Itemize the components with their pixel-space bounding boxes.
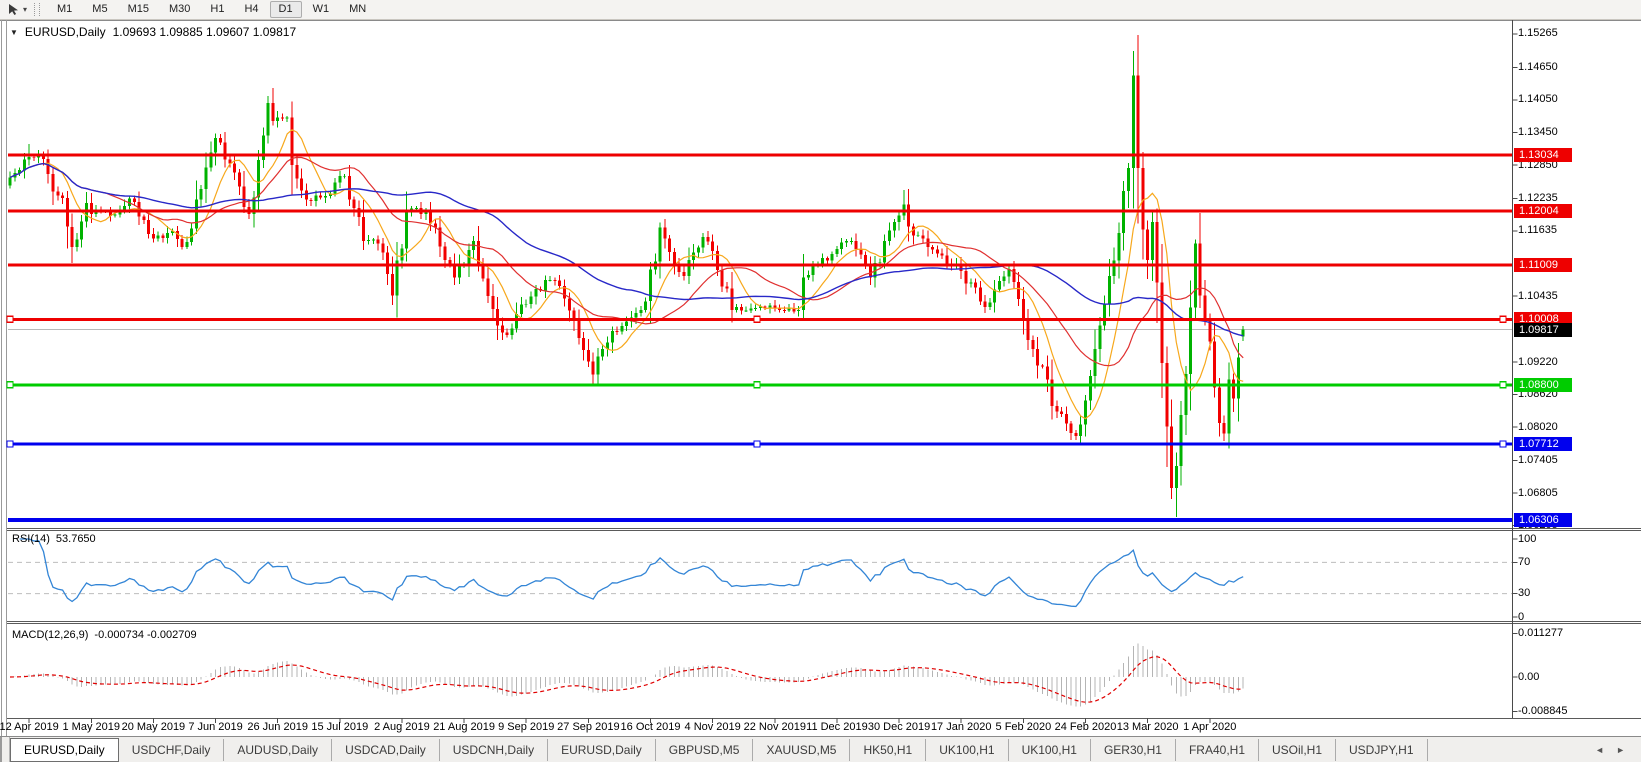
- chart-tabs: EURUSD,Daily USDCHF,Daily AUDUSD,Daily USDC…: [10, 737, 1428, 762]
- chart-tab-usdchf-daily[interactable]: USDCHF,Daily: [119, 738, 225, 761]
- ma-medium-line: [9, 156, 1244, 367]
- chart-tab-hk50-h1[interactable]: HK50,H1: [850, 738, 927, 761]
- timeframe-toolbar: ▾ M1 M5 M15 M30 H1 H4 D1 W1 MN: [0, 0, 1641, 20]
- macd-signal-line: [9, 656, 1244, 703]
- date-axis-ticks: [28, 718, 1211, 723]
- timeframe-button-m15[interactable]: M15: [127, 3, 149, 15]
- chart-tab-ger30-h1[interactable]: GER30,H1: [1091, 738, 1176, 761]
- macd-indicator-values: -0.000734 -0.002709: [94, 629, 197, 641]
- timeframe-button-h1[interactable]: H1: [210, 3, 225, 15]
- chart-window[interactable]: [0, 20, 1641, 736]
- toolbar-dropdown-icon[interactable]: ▾: [23, 5, 28, 14]
- tab-scroll-arrows: ◄ ►: [1579, 745, 1641, 755]
- timeframe-button-m30[interactable]: M30: [168, 3, 191, 15]
- rsi-line: [19, 538, 1244, 608]
- chart-tab-bar: EURUSD,Daily USDCHF,Daily AUDUSD,Daily USDC…: [0, 736, 1641, 762]
- chart-tab-gbpusd-m5[interactable]: GBPUSD,M5: [656, 738, 754, 761]
- chart-tab-usdcad-daily[interactable]: USDCAD,Daily: [332, 738, 440, 761]
- window-left-frame: [1, 20, 7, 736]
- tab-scroll-left-icon[interactable]: ◄: [1595, 744, 1605, 755]
- ma-slow-line: [9, 162, 1244, 337]
- tabbar-grip[interactable]: [0, 737, 10, 762]
- chart-tab-eurusd-daily[interactable]: EURUSD,Daily: [10, 737, 119, 762]
- timeframe-button-m1[interactable]: M1: [57, 3, 73, 15]
- cursor-arrow-icon: [8, 4, 18, 15]
- toolbar-grip[interactable]: [34, 3, 41, 16]
- rsi-pane: [8, 538, 1518, 618]
- macd-pane: [9, 632, 1518, 712]
- symbol-title: EURUSD,Daily: [24, 25, 106, 39]
- timeframe-button-h4[interactable]: H4: [244, 3, 259, 15]
- chart-tab-xauusd-m5[interactable]: XAUUSD,M5: [753, 738, 851, 761]
- chart-caption: ▼ EURUSD,Daily 1.09693 1.09885 1.09607 1…: [10, 25, 296, 39]
- tab-scroll-right-icon[interactable]: ►: [1616, 744, 1625, 755]
- timeframe-button-d1[interactable]: D1: [269, 1, 302, 18]
- timeframe-button-m5[interactable]: M5: [92, 3, 108, 15]
- rsi-pane-label: RSI(14) 53.7650: [12, 533, 96, 545]
- chart-tab-usdjpy-h1[interactable]: USDJPY,H1: [1336, 738, 1428, 761]
- macd-pane-label: MACD(12,26,9) -0.000734 -0.002709: [12, 629, 197, 641]
- cursor-tool-icon[interactable]: [4, 2, 22, 18]
- chart-tab-uk100-h1[interactable]: UK100,H1: [1009, 738, 1091, 761]
- hline-1.088[interactable]: [6, 381, 1512, 389]
- chart-tab-audusd-daily[interactable]: AUDUSD,Daily: [224, 738, 333, 761]
- title-collapse-icon[interactable]: ▼: [10, 27, 18, 37]
- chart-tab-usdcnh-daily[interactable]: USDCNH,Daily: [440, 738, 549, 761]
- price-axis-ticks: [1512, 33, 1518, 527]
- hline-1.10008[interactable]: [6, 315, 1512, 323]
- pane-borders: [7, 20, 1641, 719]
- chart-tab-eurusd-daily[interactable]: EURUSD,Daily: [548, 738, 656, 761]
- chart-tab-usoil-h1[interactable]: USOil,H1: [1259, 738, 1337, 761]
- ohlc-values: 1.09693 1.09885 1.09607 1.09817: [112, 25, 297, 39]
- rsi-indicator-name: RSI(14): [12, 533, 50, 545]
- hline-1.07712[interactable]: [6, 440, 1512, 448]
- timeframe-buttons: M1 M5 M15 M30 H1 H4 D1 W1 MN: [47, 1, 376, 18]
- macd-indicator-name: MACD(12,26,9): [12, 629, 89, 641]
- ma-fast-line: [9, 129, 1244, 420]
- timeframe-button-mn[interactable]: MN: [349, 3, 367, 15]
- chart-tab-fra40-h1[interactable]: FRA40,H1: [1176, 738, 1259, 761]
- rsi-indicator-value: 53.7650: [55, 533, 96, 545]
- chart-tab-uk100-h1[interactable]: UK100,H1: [926, 738, 1009, 761]
- timeframe-button-w1[interactable]: W1: [312, 3, 330, 15]
